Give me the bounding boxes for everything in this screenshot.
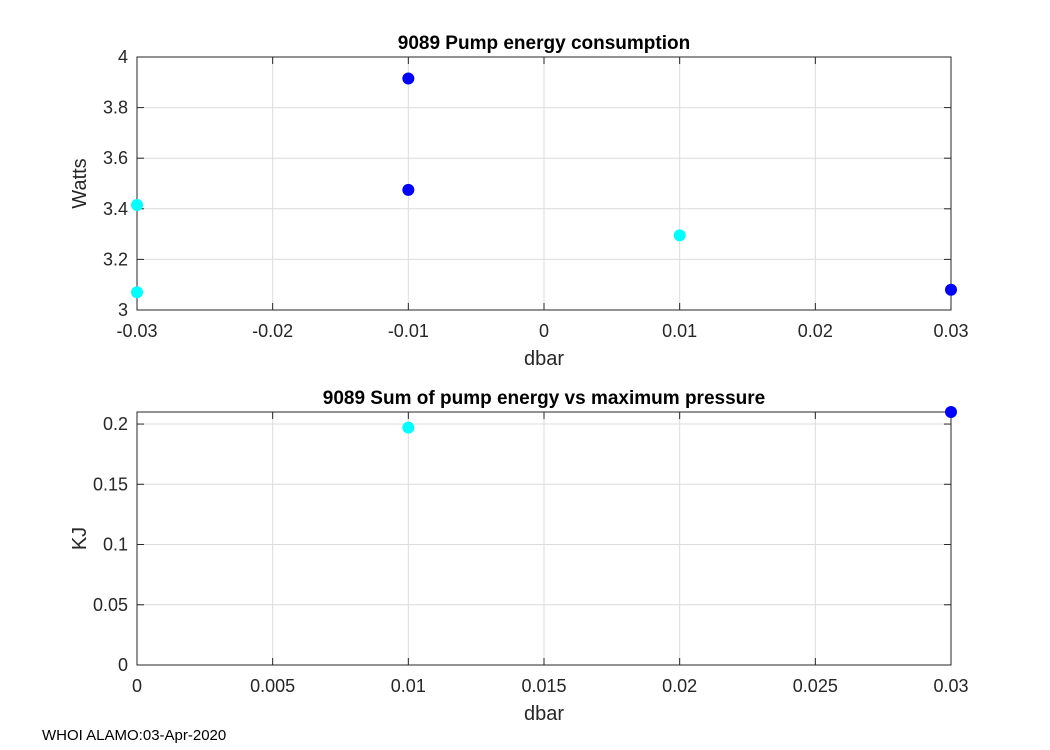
x-tick-label: -0.02 bbox=[252, 321, 293, 341]
x-tick-label: -0.01 bbox=[388, 321, 429, 341]
data-point-blue bbox=[402, 72, 415, 85]
x-tick-label: 0.01 bbox=[391, 676, 426, 696]
x-tick-label: 0.015 bbox=[521, 676, 566, 696]
x-tick-label: 0.005 bbox=[250, 676, 295, 696]
y-tick-label: 0 bbox=[118, 655, 128, 675]
y-tick-label: 0.2 bbox=[103, 414, 128, 434]
footer-text: WHOI ALAMO:03-Apr-2020 bbox=[42, 727, 227, 744]
x-tick-label: 0.025 bbox=[793, 676, 838, 696]
y-tick-label: 3.4 bbox=[103, 199, 128, 219]
x-tick-label: 0.01 bbox=[662, 321, 697, 341]
data-point-blue bbox=[402, 183, 415, 196]
chart-title: 9089 Sum of pump energy vs maximum press… bbox=[323, 388, 765, 409]
x-tick-label: 0.03 bbox=[933, 676, 968, 696]
bottom-axes: 0 0.005 0.01 0.015 0.02 0.025 0.03 0 0.05 0.1 0.15… bbox=[69, 388, 969, 725]
data-point-cyan bbox=[131, 286, 143, 299]
x-tick-label: 0 bbox=[132, 676, 142, 696]
x-axis-label: dbar bbox=[524, 703, 564, 725]
x-tick-label: 0.02 bbox=[798, 321, 833, 341]
y-tick-label: 0.15 bbox=[93, 474, 128, 494]
y-tick-label: 0.1 bbox=[103, 535, 128, 555]
chart-title: 9089 Pump energy consumption bbox=[398, 33, 690, 54]
y-tick-label: 0.05 bbox=[93, 595, 128, 615]
y-tick-label: 3.8 bbox=[103, 98, 128, 118]
x-tick-label: 0.02 bbox=[662, 676, 697, 696]
x-tick-label: 0.03 bbox=[933, 321, 968, 341]
data-point-cyan bbox=[402, 421, 415, 434]
x-tick-label: 0 bbox=[539, 321, 549, 341]
data-point-blue bbox=[945, 406, 957, 418]
y-tick-label: 3 bbox=[118, 300, 128, 320]
y-tick-label: 3.6 bbox=[103, 148, 128, 168]
y-axis-label: KJ bbox=[69, 527, 91, 550]
x-axis-label: dbar bbox=[524, 348, 564, 370]
data-point-cyan bbox=[131, 199, 143, 212]
top-axes: -0.03 -0.02 -0.01 0 0.01 0.02 0.03 3 3.2 3.4 3.6 3.… bbox=[69, 33, 969, 370]
y-tick-label: 4 bbox=[118, 47, 128, 67]
y-tick-label: 3.2 bbox=[103, 249, 128, 269]
x-tick-label: -0.03 bbox=[116, 321, 157, 341]
y-axis-label: Watts bbox=[69, 158, 91, 208]
data-point-cyan bbox=[673, 229, 686, 242]
data-point-blue bbox=[945, 283, 957, 296]
